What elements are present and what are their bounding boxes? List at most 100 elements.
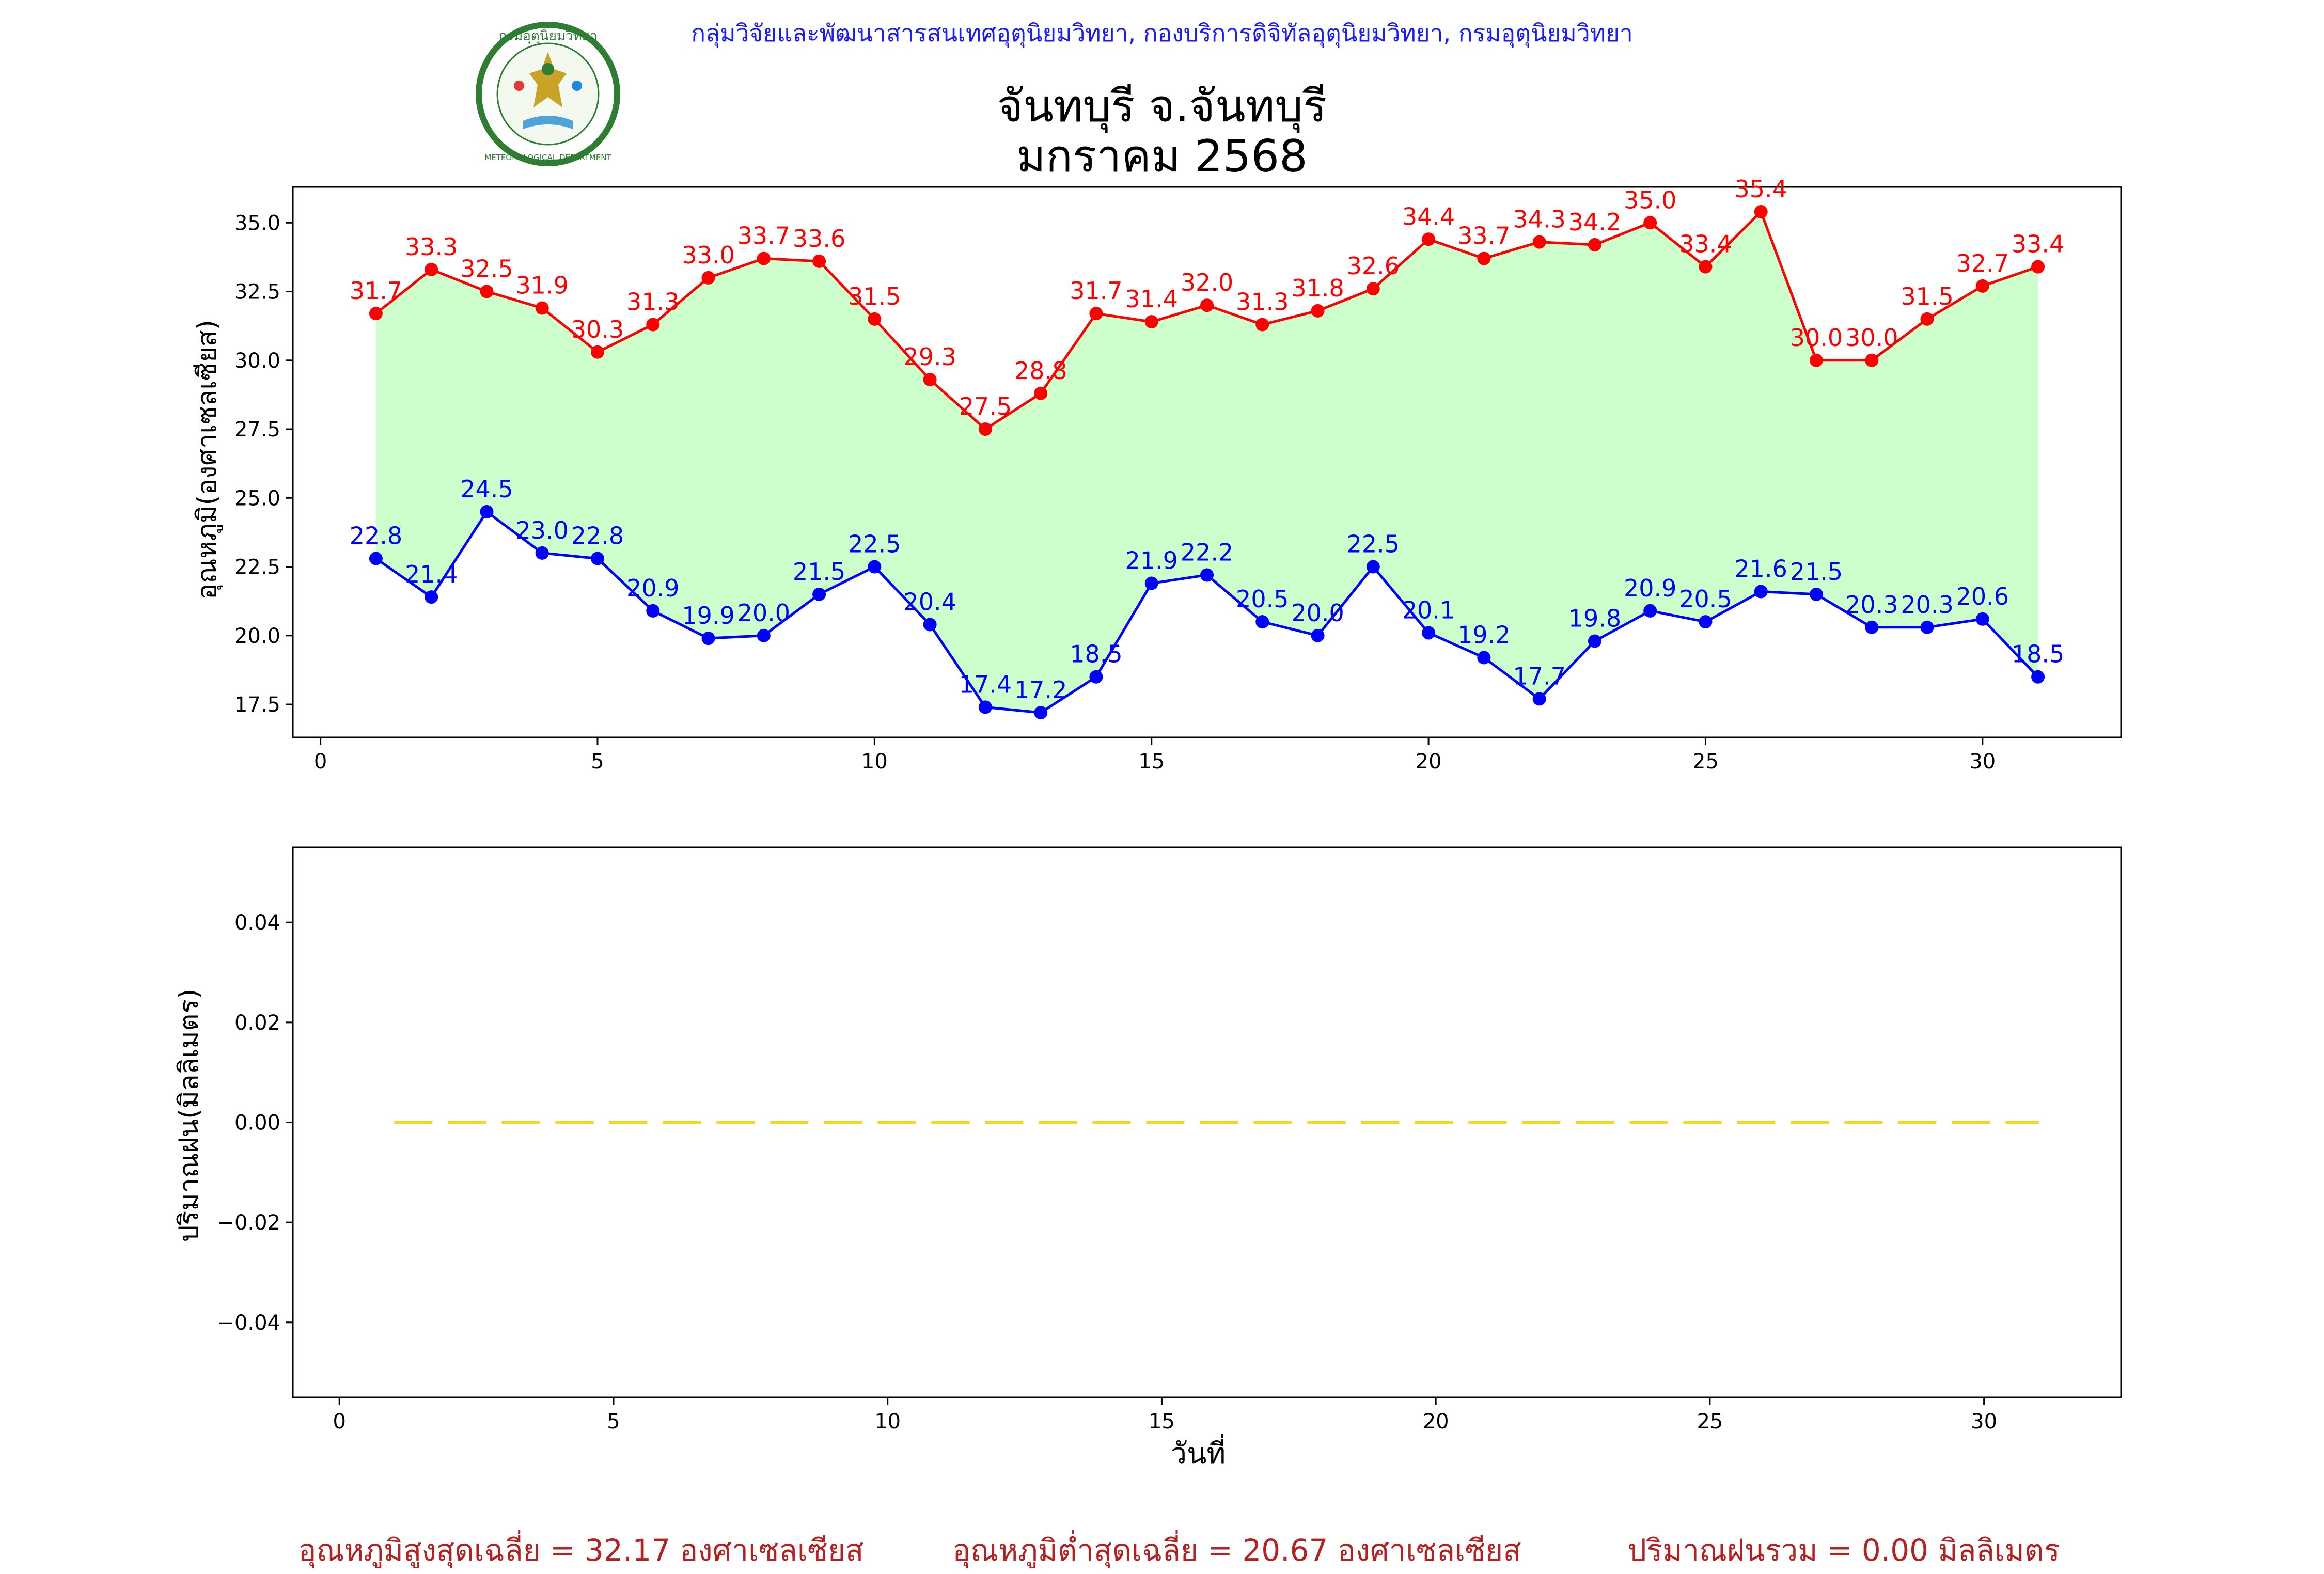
max-temp-data-label: 29.3	[903, 343, 956, 371]
min-temp-point	[480, 505, 494, 518]
max-temp-data-label: 32.5	[460, 255, 513, 283]
min-temp-point	[701, 632, 715, 646]
min-temp-data-label: 18.5	[2012, 640, 2064, 668]
day-axis-label: วันที่	[1170, 1437, 1226, 1471]
x-tick-label: 30	[1969, 750, 1996, 774]
max-temp-data-label: 28.8	[1014, 357, 1067, 385]
agency-header: กลุ่มวิจัยและพัฒนาสารสนเทศอุตุนิยมวิทยา,…	[0, 14, 2324, 52]
min-temp-point	[1920, 620, 1934, 634]
min-temp-point	[1144, 576, 1158, 590]
min-temp-data-label: 21.6	[1735, 555, 1787, 583]
max-temp-data-label: 31.7	[350, 277, 402, 305]
min-temp-point	[646, 604, 660, 618]
max-temp-point	[1810, 353, 1823, 367]
min-temp-point	[1311, 628, 1325, 642]
min-temp-data-label: 20.0	[1291, 599, 1344, 627]
min-temp-point	[2031, 670, 2045, 684]
agency-text: กลุ่มวิจัยและพัฒนาสารสนเทศอุตุนิยมวิทยา,…	[691, 19, 1633, 47]
max-temp-data-label: 27.5	[959, 392, 1012, 420]
summary-avg-max: อุณหภูมิสูงสุดเฉลี่ย = 32.17 องศาเซลเซีย…	[298, 1533, 864, 1568]
min-temp-point	[1366, 560, 1380, 574]
min-temp-data-label: 21.9	[1125, 547, 1178, 575]
y-tick-label: 22.5	[234, 556, 280, 579]
y-tick-label: −0.02	[217, 1211, 280, 1235]
min-temp-data-label: 18.5	[1070, 640, 1122, 668]
x-tick-label: 15	[1149, 1410, 1175, 1434]
min-temp-data-label: 20.4	[903, 588, 956, 616]
min-temp-data-label: 22.2	[1181, 539, 1233, 566]
max-temp-point	[978, 422, 992, 436]
max-temp-point	[591, 345, 604, 359]
max-temp-point	[369, 307, 383, 321]
min-temp-data-label: 20.9	[626, 574, 679, 602]
max-temp-point	[1975, 279, 1989, 293]
max-temp-data-label: 30.3	[571, 316, 624, 343]
max-temp-point	[646, 318, 660, 332]
max-temp-data-label: 34.4	[1402, 202, 1455, 230]
y-tick-label: −0.04	[217, 1311, 280, 1335]
logo-text-bottom: METEOROLOGICAL DEPARTMENT	[484, 153, 611, 162]
chart-title-month: มกราคม 2568	[1016, 131, 1308, 182]
max-temp-data-label: 33.4	[2012, 230, 2064, 258]
min-temp-point	[1810, 587, 1823, 601]
temperature-axis-label: อุณหภูมิ(องศาเซลเซียส)	[192, 320, 223, 600]
max-temp-point	[1366, 282, 1380, 296]
min-temp-point	[1865, 620, 1879, 634]
x-tick-label: 20	[1416, 750, 1442, 774]
min-temp-data-label: 20.0	[737, 599, 790, 627]
min-temp-data-label: 22.5	[1347, 530, 1400, 558]
max-temp-point	[535, 301, 549, 315]
min-temp-data-label: 20.9	[1624, 574, 1676, 602]
max-temp-point	[1477, 251, 1491, 265]
min-temp-point	[1477, 651, 1491, 665]
max-temp-point	[2031, 260, 2045, 274]
min-temp-data-label: 21.5	[1790, 558, 1843, 586]
min-temp-data-label: 20.5	[1236, 585, 1289, 613]
x-tick-label: 0	[314, 750, 327, 774]
min-temp-point	[1200, 568, 1214, 582]
min-temp-data-label: 19.8	[1568, 604, 1621, 632]
max-temp-data-label: 35.0	[1624, 186, 1676, 214]
x-tick-label: 5	[607, 1410, 620, 1434]
max-temp-data-label: 34.3	[1513, 206, 1565, 233]
max-temp-data-label: 31.5	[848, 282, 901, 310]
min-temp-data-label: 22.5	[848, 530, 901, 558]
max-temp-point	[701, 271, 715, 285]
x-tick-label: 10	[861, 750, 888, 774]
max-temp-data-label: 32.6	[1347, 252, 1400, 280]
min-temp-data-label: 20.1	[1402, 596, 1455, 624]
rainfall-axis-label: ปริมาณฝน(มิลลิเมตร)	[174, 988, 205, 1242]
min-temp-data-label: 21.4	[405, 560, 458, 588]
min-temp-data-label: 22.8	[571, 522, 624, 550]
max-temp-data-label: 31.4	[1125, 285, 1178, 313]
max-temp-point	[1200, 298, 1214, 312]
max-temp-point	[1255, 318, 1269, 332]
min-temp-point	[923, 618, 937, 632]
max-temp-data-label: 30.0	[1845, 324, 1898, 352]
min-temp-point	[1255, 615, 1269, 629]
y-tick-label: 25.0	[234, 486, 280, 510]
temperature-range-fill	[375, 211, 2038, 713]
min-temp-point	[1643, 604, 1657, 618]
min-temp-data-label: 21.5	[793, 558, 845, 586]
max-temp-point	[923, 373, 937, 387]
x-tick-label: 25	[1692, 750, 1719, 774]
min-temp-point	[535, 546, 549, 560]
max-temp-data-label: 35.4	[1735, 175, 1787, 203]
y-tick-label: 20.0	[234, 624, 280, 648]
max-temp-data-label: 33.6	[793, 225, 845, 253]
min-temp-data-label: 24.5	[460, 475, 513, 503]
min-temp-data-label: 17.7	[1513, 662, 1565, 690]
min-temp-data-label: 19.2	[1457, 621, 1510, 649]
x-tick-label: 10	[874, 1410, 901, 1434]
max-temp-point	[868, 312, 882, 326]
chart-title-station: จันทบุรี จ.จันทบุรี	[997, 81, 1327, 132]
temperature-panel: 0 5 10 15 20 25 30 17.5 20.0 22.5 25.0 27.5 30.0 32.5…	[234, 175, 2122, 774]
max-temp-data-label: 31.7	[1070, 277, 1122, 305]
min-temp-point	[1754, 585, 1768, 599]
max-temp-data-label: 34.2	[1568, 208, 1621, 236]
min-temp-data-label: 22.8	[350, 522, 402, 550]
min-temp-data-label: 20.6	[1956, 583, 2009, 610]
summary-avg-min: อุณหภูมิต่ำสุดเฉลี่ย = 20.67 องศาเซลเซีย…	[952, 1533, 1521, 1568]
